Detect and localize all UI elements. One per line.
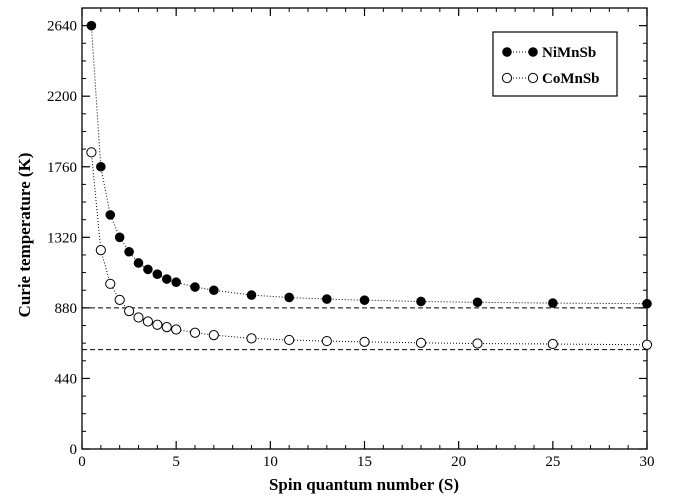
axes: 0 5 10 15 20 25 30 0 440 880 1320 1760 2200 2640: [47, 7, 655, 470]
legend: NiMnSb CoMnSb: [492, 31, 618, 97]
nimnsb-fit-curve: [90, 25, 648, 305]
comnsb-data-point: [284, 334, 295, 346]
y-tick-label: 1760: [47, 160, 77, 176]
nimnsb-data-point: [133, 258, 144, 268]
nimnsb-data-point: [114, 232, 125, 243]
nimnsb-data-point: [143, 264, 153, 275]
x-axis-label: Spin quantum number (S): [269, 475, 459, 494]
nimnsb-data-point: [161, 274, 172, 284]
nimnsb-data-point: [246, 290, 257, 300]
legend-box: [492, 31, 618, 97]
legend-marker-nimnsb: [528, 47, 538, 57]
comnsb-data-point: [321, 335, 332, 347]
nimnsb-data-point: [86, 20, 97, 31]
comnsb-data-point: [105, 278, 116, 289]
nimnsb-data-point: [548, 298, 558, 308]
nimnsb-data-point: [105, 210, 116, 220]
nimnsb-data-point: [359, 295, 370, 305]
legend-label-comnsb: CoMnSb: [542, 71, 600, 87]
comnsb-data-point: [415, 337, 427, 348]
comnsb-data-point: [547, 338, 558, 350]
comnsb-data-point: [246, 333, 257, 344]
comnsb-data-point: [171, 324, 182, 335]
legend-marker-comnsb: [527, 72, 539, 84]
nimnsb-data-point: [322, 294, 332, 304]
legend-marker-nimnsb: [502, 47, 512, 57]
y-tick-label: 440: [55, 371, 78, 387]
comnsb-data-point: [86, 147, 97, 158]
y-tick-label: 2640: [47, 19, 77, 35]
comnsb-data-point: [133, 312, 144, 323]
nimnsb-data-point: [642, 298, 652, 309]
y-tick-label: 2200: [47, 89, 77, 105]
y-tick-label: 880: [55, 301, 78, 317]
legend-label-nimnsb: NiMnSb: [542, 45, 596, 61]
comnsb-data-point: [641, 339, 653, 350]
comnsb-data-point: [208, 330, 219, 341]
nimnsb-data-point: [209, 285, 219, 296]
comnsb-data-point: [114, 294, 125, 305]
x-tick-label: 10: [263, 454, 278, 470]
nimnsb-data-point: [96, 161, 106, 172]
comnsb-data-point: [472, 338, 483, 349]
nimnsb-data-point: [171, 277, 181, 288]
comnsb-data-point: [95, 245, 106, 256]
nimnsb-data-point: [284, 292, 294, 303]
x-tick-label: 15: [357, 454, 372, 470]
comnsb-data-point: [161, 322, 172, 333]
x-tick-label: 5: [172, 454, 180, 470]
x-tick-label: 30: [640, 454, 655, 470]
nimnsb-data-point: [472, 297, 483, 308]
y-axis-label: Curie temperature (K): [15, 153, 34, 318]
nimnsb-data-point: [190, 282, 200, 292]
comnsb-data-point: [123, 305, 135, 317]
data-series: [82, 20, 653, 351]
x-tick-label: 25: [545, 454, 560, 470]
x-tick-label: 0: [78, 454, 86, 470]
nimnsb-data-point: [152, 269, 163, 280]
nimnsb-data-point: [124, 246, 134, 257]
comnsb-data-point: [142, 316, 154, 327]
y-tick-label: 0: [70, 442, 78, 458]
x-tick-label: 20: [451, 454, 466, 470]
legend-marker-comnsb: [501, 72, 513, 84]
comnsb-data-point: [359, 336, 370, 347]
comnsb-data-point: [152, 319, 163, 330]
nimnsb-data-point: [416, 296, 426, 307]
comnsb-data-point: [189, 327, 201, 338]
comnsb-fit-curve: [90, 152, 648, 346]
y-tick-label: 1320: [47, 230, 77, 246]
